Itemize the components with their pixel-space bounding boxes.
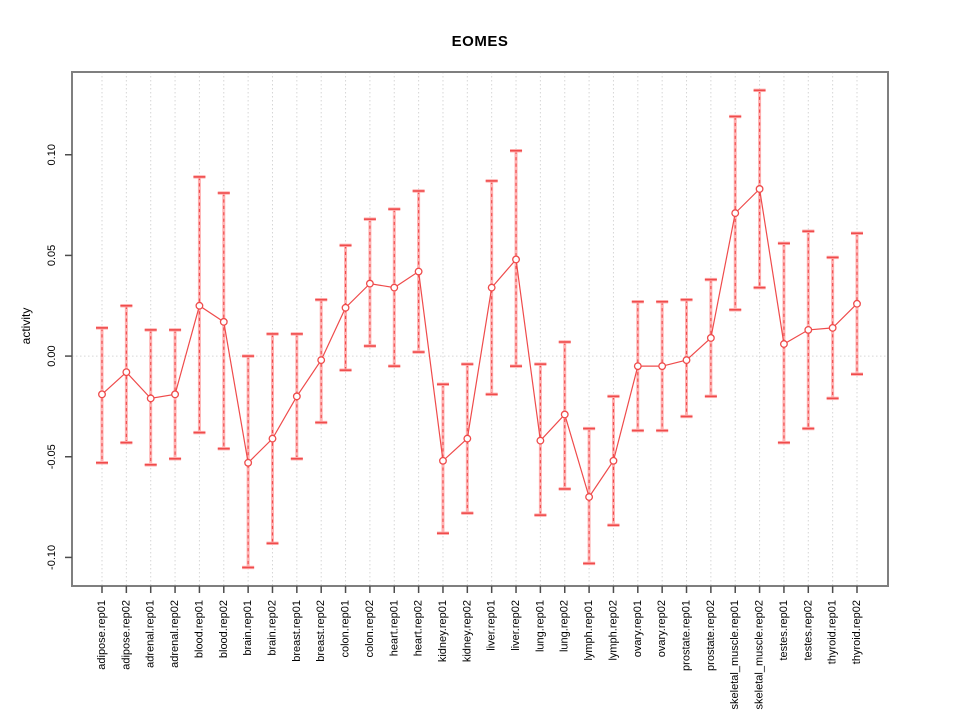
y-tick-label: -0.10 — [46, 545, 58, 570]
x-tick-label: colon.rep02 — [364, 600, 376, 658]
data-point-marker — [755, 185, 764, 193]
x-tick-label: prostate.rep01 — [681, 600, 693, 671]
x-tick-label: ovary.rep02 — [656, 600, 668, 657]
data-point-marker — [536, 436, 545, 445]
data-point-marker — [828, 323, 837, 332]
plot-frame — [71, 71, 889, 587]
x-tick-label: lung.rep02 — [559, 600, 571, 652]
x-tick-label: prostate.rep02 — [705, 600, 717, 671]
data-point-marker — [512, 255, 520, 264]
data-point-marker — [414, 267, 423, 276]
data-point-marker — [122, 368, 131, 377]
x-tick-label: brain.rep02 — [266, 600, 278, 656]
x-tick-label: thyroid.rep02 — [851, 600, 863, 664]
x-tick-label: adipose.rep01 — [96, 600, 108, 670]
x-tick-label: lymph.rep02 — [607, 600, 619, 661]
data-point-marker — [731, 209, 740, 218]
data-point-marker — [804, 325, 813, 334]
x-tick-label: testes.rep02 — [802, 600, 814, 661]
x-tick-label: kidney.rep01 — [437, 600, 449, 662]
data-point-marker — [268, 434, 277, 443]
x-tick-label: adrenal.rep02 — [169, 600, 181, 668]
data-point-marker — [195, 301, 204, 310]
data-point-marker — [244, 458, 253, 467]
x-tick-label: breast.rep02 — [315, 600, 327, 662]
data-point-marker — [219, 317, 228, 326]
data-point-marker — [658, 362, 667, 371]
data-point-marker — [98, 390, 106, 399]
x-tick-label: kidney.rep02 — [461, 600, 473, 662]
data-point-marker — [463, 434, 472, 443]
x-tick-label: brain.rep01 — [242, 600, 254, 656]
x-tick-label: lymph.rep01 — [583, 600, 595, 661]
data-point-marker — [146, 394, 155, 403]
data-point-marker — [585, 493, 594, 501]
x-tick-label: liver.rep01 — [486, 600, 498, 651]
y-tick-label: 0.05 — [46, 245, 58, 266]
x-tick-label: heart.rep01 — [388, 600, 400, 656]
data-point-marker — [706, 334, 715, 342]
x-tick-label: lung.rep01 — [534, 600, 546, 652]
chart-title: EOMES — [451, 33, 509, 50]
data-point-marker — [341, 303, 350, 312]
x-tick-label: blood.rep02 — [218, 600, 230, 658]
data-point-marker — [317, 356, 326, 365]
data-point-marker — [487, 283, 496, 292]
data-point-marker — [390, 283, 399, 292]
x-tick-label: ovary.rep01 — [632, 600, 644, 657]
series-line — [101, 187, 858, 499]
x-tick-label: thyroid.rep01 — [827, 600, 839, 664]
x-tick-label: breast.rep01 — [291, 600, 303, 662]
x-tick-label: skeletal_muscle.rep02 — [754, 600, 766, 709]
data-point-marker — [779, 340, 788, 348]
y-tick-label: -0.05 — [46, 444, 58, 469]
data-point-marker — [292, 392, 301, 401]
x-tick-label: testes.rep01 — [778, 600, 790, 661]
data-point-marker — [171, 390, 180, 399]
x-tick-label: adrenal.rep01 — [145, 600, 157, 668]
x-tick-label: adipose.rep02 — [120, 600, 132, 670]
data-point-marker — [853, 299, 861, 308]
x-tick-label: skeletal_muscle.rep01 — [729, 600, 741, 709]
x-tick-label: liver.rep02 — [510, 600, 522, 651]
y-tick-label: 0.10 — [46, 144, 58, 165]
data-point-marker — [633, 362, 642, 371]
x-tick-label: heart.rep02 — [413, 600, 425, 656]
data-point-marker — [609, 456, 618, 465]
y-tick-label: 0.00 — [46, 345, 58, 366]
x-tick-label: colon.rep01 — [340, 600, 352, 658]
data-point-marker — [682, 356, 691, 365]
data-point-marker — [439, 456, 447, 465]
x-tick-label: blood.rep01 — [193, 600, 205, 658]
data-point-marker — [560, 410, 569, 419]
data-point-marker — [365, 279, 374, 288]
